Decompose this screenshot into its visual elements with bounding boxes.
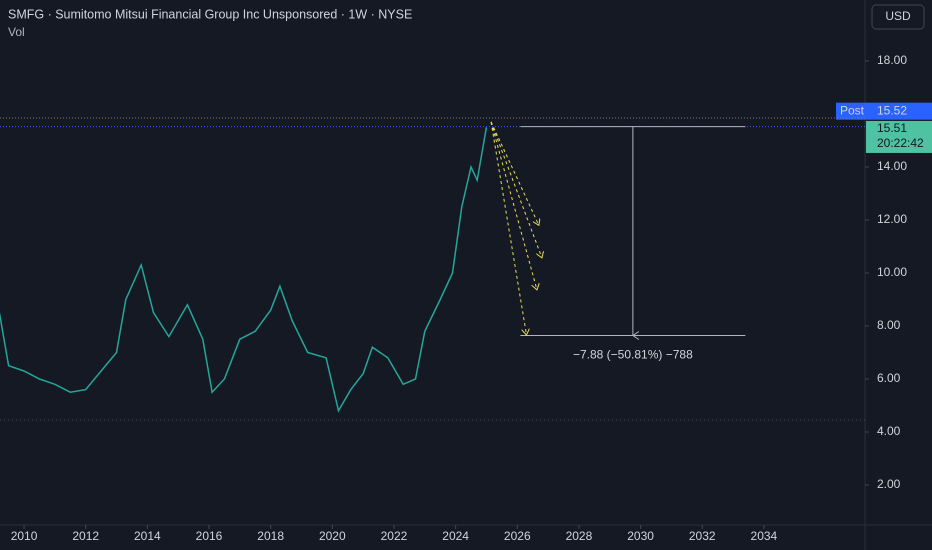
measure-label: −7.88 (−50.81%) −788 — [573, 348, 693, 362]
y-tick-label: 2.00 — [877, 477, 901, 491]
x-tick-label: 2010 — [11, 529, 38, 543]
last-value: 15.51 — [877, 121, 907, 135]
x-tick-label: 2012 — [72, 529, 99, 543]
forecast-arrow — [490, 121, 526, 335]
x-tick-label: 2016 — [196, 529, 223, 543]
y-tick-label: 18.00 — [877, 53, 907, 67]
post-price-badge — [836, 102, 932, 120]
x-tick-label: 2024 — [442, 529, 469, 543]
y-tick-label: 12.00 — [877, 212, 907, 226]
countdown: 20:22:42 — [877, 136, 924, 150]
x-tick-label: 2018 — [257, 529, 284, 543]
x-tick-label: 2030 — [627, 529, 654, 543]
currency-label[interactable]: USD — [885, 9, 911, 23]
x-tick-label: 2032 — [689, 529, 716, 543]
x-tick-label: 2022 — [381, 529, 408, 543]
y-tick-label: 6.00 — [877, 371, 901, 385]
x-tick-label: 2028 — [566, 529, 593, 543]
forecast-arrow — [490, 121, 539, 225]
y-tick-label: 8.00 — [877, 318, 901, 332]
x-tick-label: 2014 — [134, 529, 161, 543]
y-tick-label: 10.00 — [877, 265, 907, 279]
x-tick-label: 2020 — [319, 529, 346, 543]
y-tick-label: 14.00 — [877, 159, 907, 173]
chart-title: SMFG · Sumitomo Mitsui Financial Group I… — [8, 7, 412, 21]
x-tick-label: 2026 — [504, 529, 531, 543]
last-price-badge — [866, 120, 932, 153]
volume-label: Vol — [8, 25, 25, 39]
y-tick-label: 4.00 — [877, 424, 901, 438]
currency-button[interactable] — [871, 4, 925, 30]
post-label: Post — [840, 103, 865, 117]
x-tick-label: 2034 — [751, 529, 778, 543]
forecast-arrow — [490, 121, 537, 290]
price-line — [0, 127, 488, 413]
forecast-arrow — [490, 121, 542, 258]
post-value: 15.52 — [877, 103, 907, 117]
